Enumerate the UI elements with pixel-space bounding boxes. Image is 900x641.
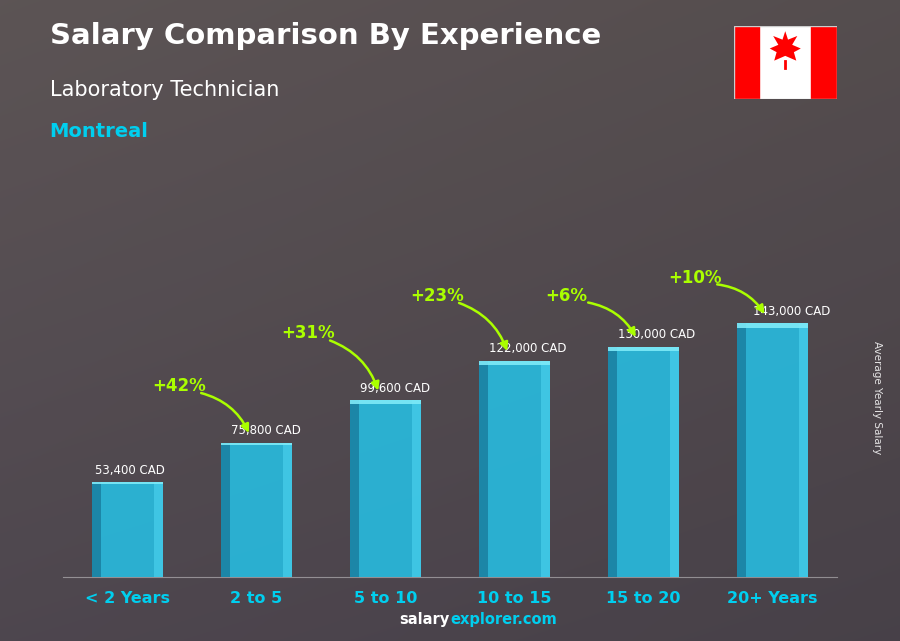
Bar <box>608 347 679 351</box>
Text: 75,800 CAD: 75,800 CAD <box>230 424 301 437</box>
Bar <box>542 361 550 577</box>
Bar <box>479 361 550 577</box>
Bar <box>155 482 163 577</box>
Text: +42%: +42% <box>152 377 206 395</box>
Bar <box>479 361 488 577</box>
Text: +23%: +23% <box>410 287 464 305</box>
Text: +10%: +10% <box>669 269 722 287</box>
Bar <box>737 324 745 577</box>
Bar <box>92 482 101 577</box>
Bar <box>221 442 230 577</box>
Text: +6%: +6% <box>545 287 587 305</box>
Bar <box>350 401 421 577</box>
Bar <box>734 26 760 99</box>
Bar <box>221 442 292 577</box>
Bar <box>412 401 421 577</box>
Text: Montreal: Montreal <box>50 122 148 141</box>
Bar <box>221 442 292 445</box>
Bar <box>92 482 163 484</box>
Text: 143,000 CAD: 143,000 CAD <box>753 305 831 318</box>
Bar <box>284 442 292 577</box>
Bar <box>799 324 808 577</box>
Bar <box>737 324 808 328</box>
Bar <box>608 347 617 577</box>
Text: 53,400 CAD: 53,400 CAD <box>95 464 165 477</box>
Bar <box>92 482 163 577</box>
Text: Average Yearly Salary: Average Yearly Salary <box>872 341 883 454</box>
Bar <box>670 347 679 577</box>
Text: +31%: +31% <box>282 324 335 342</box>
Text: 99,600 CAD: 99,600 CAD <box>360 382 430 395</box>
Text: salary: salary <box>400 612 450 627</box>
Bar <box>608 347 679 577</box>
Bar <box>737 324 808 577</box>
Text: 122,000 CAD: 122,000 CAD <box>489 342 566 355</box>
Text: Laboratory Technician: Laboratory Technician <box>50 80 279 100</box>
Bar <box>811 26 837 99</box>
Bar <box>350 401 358 577</box>
Text: 130,000 CAD: 130,000 CAD <box>617 328 695 341</box>
Bar <box>350 401 421 404</box>
Polygon shape <box>770 31 801 61</box>
Bar <box>479 361 550 365</box>
Text: Salary Comparison By Experience: Salary Comparison By Experience <box>50 22 601 51</box>
Text: explorer.com: explorer.com <box>450 612 557 627</box>
